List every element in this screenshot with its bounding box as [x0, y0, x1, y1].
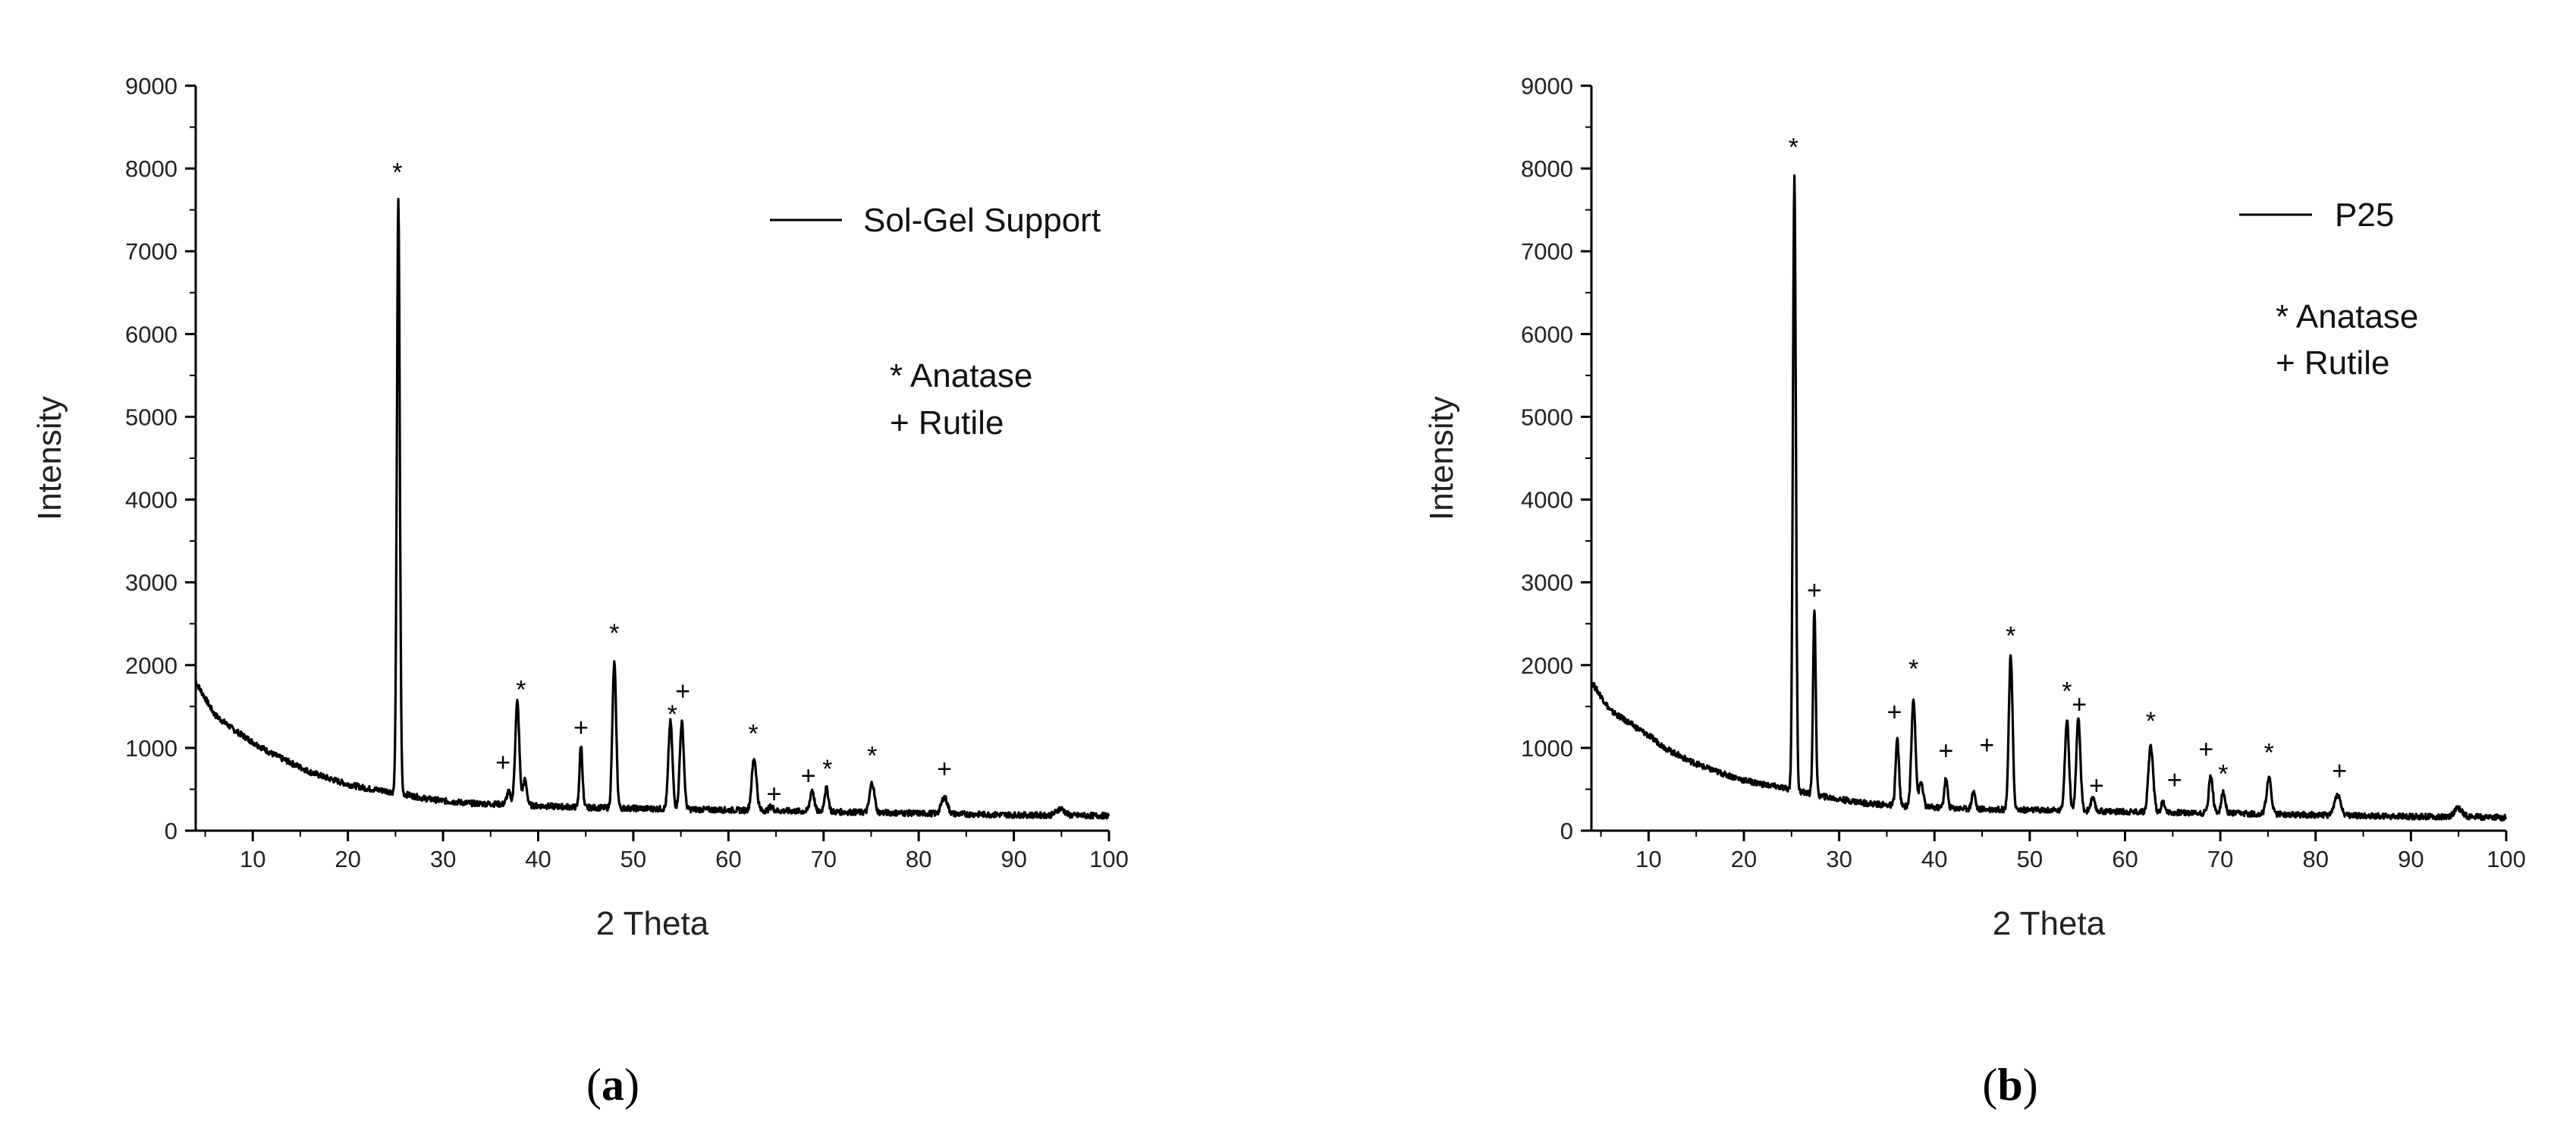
panel-a-legend-label: Sol-Gel Support [863, 202, 1101, 239]
y-tick-label: 2000 [1521, 652, 1573, 679]
anatase-marker: * [2264, 738, 2274, 767]
panel-b-key-anatase: * Anatase [2276, 298, 2418, 335]
rutile-marker: + [573, 714, 589, 743]
anatase-marker: * [2146, 707, 2156, 736]
panel-a-phase-markers: *+*+**+*++ * * + [392, 158, 952, 808]
anatase-marker: * [1789, 134, 1798, 162]
panel-a-caption-letter: a [602, 1060, 624, 1110]
x-tick-label: 60 [715, 846, 741, 872]
anatase-marker: * [748, 719, 758, 748]
y-tick-label: 7000 [1521, 238, 1573, 265]
panel-a-caption: (a) [586, 1060, 639, 1110]
rutile-marker: + [767, 780, 782, 809]
rutile-marker: + [495, 748, 510, 777]
rutile-marker: + [2332, 756, 2347, 785]
rutile-marker: + [801, 762, 816, 790]
x-tick-label: 10 [240, 846, 265, 872]
panel-b-y-axis-title: Intensity [1423, 396, 1460, 520]
x-tick-label: 40 [1921, 846, 1947, 872]
y-tick-label: 0 [165, 818, 177, 844]
rutile-marker: + [2089, 771, 2104, 800]
x-tick-label: 70 [2207, 846, 2233, 872]
x-tick-label: 100 [1089, 846, 1129, 872]
y-tick-label: 7000 [125, 238, 177, 265]
x-tick-label: 30 [1826, 846, 1852, 872]
anatase-marker: * [822, 755, 832, 784]
y-tick-label: 1000 [1521, 735, 1573, 762]
anatase-marker: * [1908, 655, 1918, 683]
anatase-marker: * [2006, 622, 2015, 651]
x-tick-label: 20 [1731, 846, 1757, 872]
y-tick-label: 4000 [1521, 487, 1573, 514]
anatase-marker: * [609, 619, 619, 648]
anatase-marker: * [668, 700, 677, 729]
x-tick-label: 90 [2398, 846, 2424, 872]
panel-b-x-axis-title: 2 Theta [1993, 905, 2106, 942]
panel-a-key-anatase: * Anatase [890, 357, 1032, 394]
x-tick-label: 100 [2486, 846, 2526, 872]
y-tick-label: 6000 [1521, 321, 1573, 347]
x-tick-label: 50 [620, 846, 646, 872]
x-tick-label: 20 [335, 846, 360, 872]
y-tick-label: 8000 [125, 156, 177, 182]
anatase-marker: * [392, 158, 402, 187]
y-tick-label: 4000 [125, 487, 177, 514]
panel-b-series-line [1590, 174, 2508, 822]
x-tick-label: 90 [1001, 846, 1026, 872]
x-tick-label: 70 [811, 846, 837, 872]
y-tick-label: 3000 [1521, 570, 1573, 596]
x-tick-label: 80 [906, 846, 931, 872]
panel-b-key-rutile: + Rutile [2276, 344, 2389, 382]
panel-b-legend: P25 [2239, 196, 2394, 234]
y-tick-label: 9000 [1521, 73, 1573, 99]
panel-b-caption-letter: b [1997, 1060, 2022, 1110]
y-tick-label: 6000 [125, 321, 177, 347]
panel-b-chart: 10 20 30 40 50 60 70 80 90 1000100020003000400050… [1423, 73, 2526, 1110]
rutile-marker: + [1979, 731, 1994, 760]
panel-a-x-axis-title: 2 Theta [596, 905, 709, 942]
rutile-marker: + [675, 677, 690, 706]
y-tick-label: 3000 [125, 570, 177, 596]
panel-a-ticks: 10 20 30 40 50 60 70 80 90 1000100020003000400050… [125, 73, 1129, 872]
panel-b-ticks: 10 20 30 40 50 60 70 80 90 1000100020003000400050… [1521, 73, 2526, 872]
y-tick-label: 0 [1560, 818, 1573, 844]
rutile-marker: + [2072, 690, 2087, 719]
panel-a-key-rutile: + Rutile [890, 404, 1004, 442]
x-tick-label: 50 [2017, 846, 2043, 872]
panel-a-plot-area: 10 20 30 40 50 60 70 80 90 1000100020003000400050… [125, 73, 1129, 872]
y-tick-label: 1000 [125, 735, 177, 762]
anatase-marker: * [2062, 677, 2072, 706]
y-tick-label: 5000 [125, 404, 177, 430]
x-tick-label: 30 [430, 846, 456, 872]
x-tick-label: 40 [525, 846, 551, 872]
x-tick-label: 80 [2303, 846, 2329, 872]
y-tick-label: 5000 [1521, 404, 1573, 430]
rutile-marker: + [1938, 737, 1953, 765]
rutile-marker: + [2198, 735, 2213, 764]
anatase-marker: * [867, 742, 877, 771]
y-tick-label: 9000 [125, 73, 177, 99]
rutile-marker: + [937, 755, 952, 784]
rutile-marker: + [2167, 765, 2182, 794]
panel-a-series-line [194, 197, 1111, 820]
panel-a-chart: 10 20 30 40 50 60 70 80 90 1000100020003000400050… [31, 73, 1129, 1110]
anatase-marker: * [2218, 760, 2228, 789]
rutile-marker: + [1887, 698, 1902, 727]
panel-a-y-axis-title: Intensity [31, 396, 68, 520]
anatase-marker: * [516, 675, 526, 704]
panel-b-phase-markers: *++*+ +** ++*++**+ [1789, 134, 2347, 800]
panel-b-caption: (b) [1982, 1060, 2037, 1110]
y-tick-label: 8000 [1521, 156, 1573, 182]
rutile-marker: + [1807, 576, 1822, 605]
panel-b-legend-label: P25 [2335, 196, 2394, 234]
x-tick-label: 60 [2112, 846, 2138, 872]
y-tick-label: 2000 [125, 652, 177, 679]
x-tick-label: 10 [1635, 846, 1661, 872]
panel-b-plot-area: 10 20 30 40 50 60 70 80 90 1000100020003000400050… [1521, 73, 2526, 872]
panel-a-legend: Sol-Gel Support [770, 202, 1101, 239]
